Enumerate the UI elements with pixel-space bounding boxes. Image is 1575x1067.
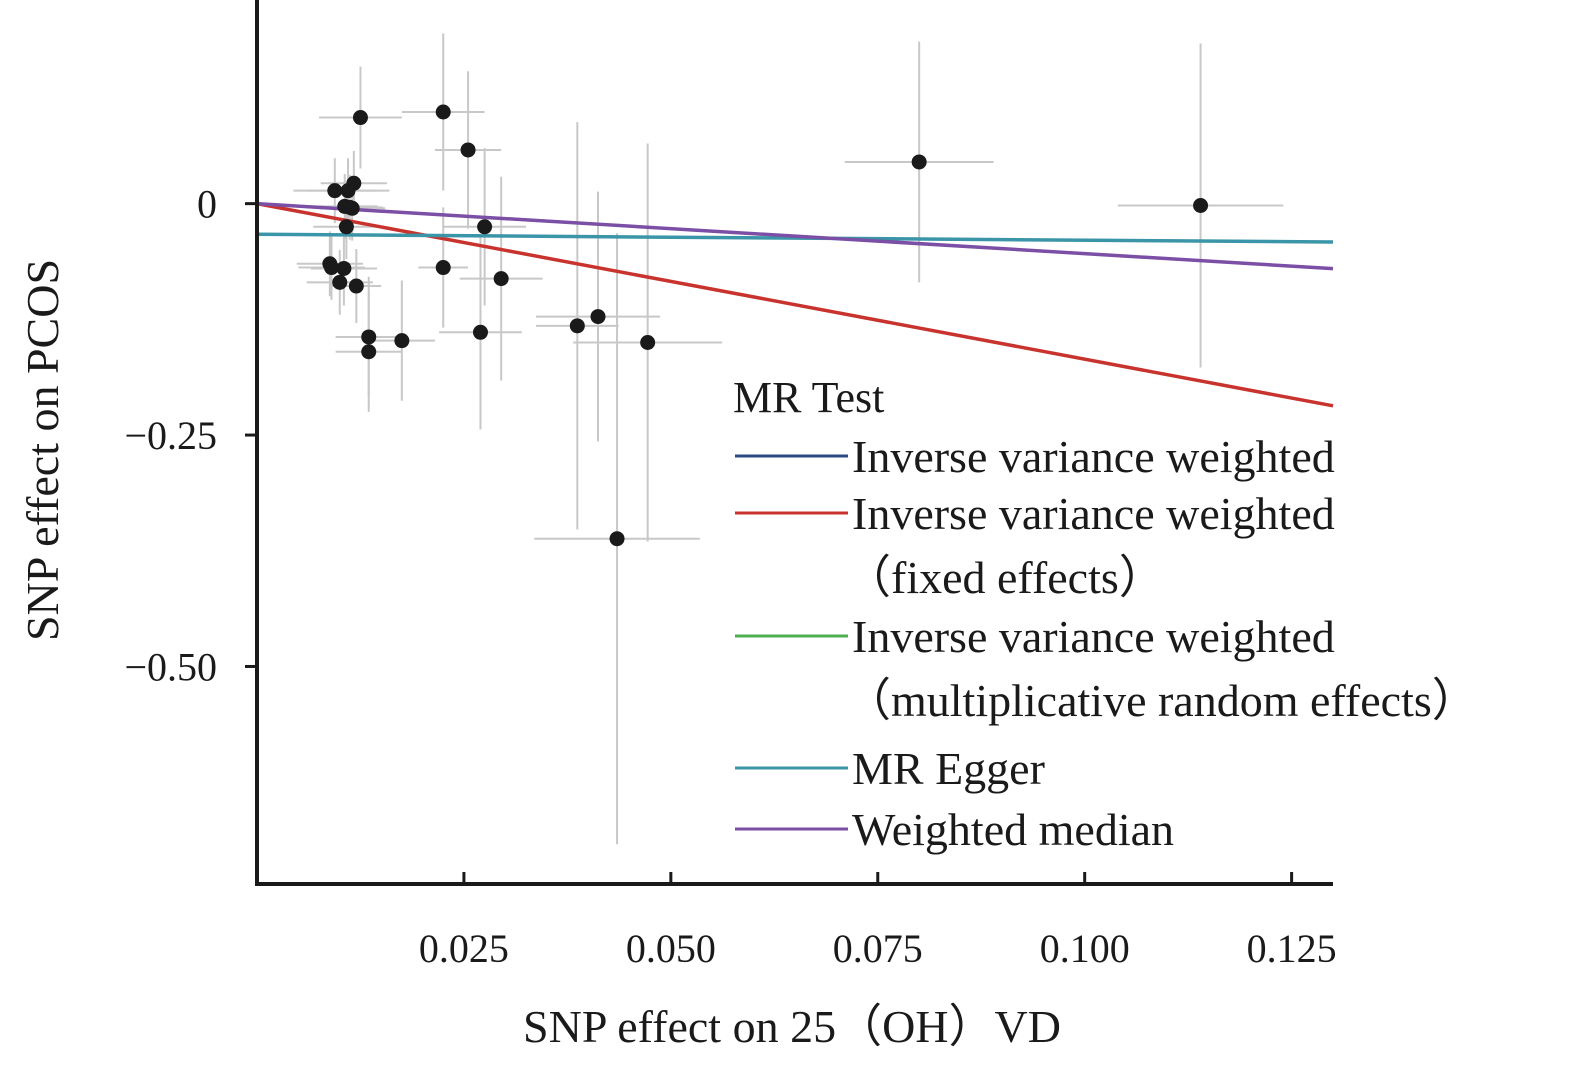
data-point-11: [348, 278, 364, 294]
data-point-26: [911, 154, 927, 170]
data-point-19: [472, 324, 488, 340]
ticks: 0.025 0.050 0.075 0.100 0.125 0 −0.25 −0.50: [124, 182, 1336, 971]
fit-line-1: [256, 201, 1334, 408]
x-tick-label-3: 0.100: [1040, 926, 1130, 971]
data-point-10: [346, 175, 362, 191]
data-point-25: [640, 334, 656, 350]
data-point-24: [609, 531, 625, 547]
legend-label-line: Inverse variance weighted: [852, 431, 1335, 482]
y-tick-label-1: −0.25: [124, 413, 217, 458]
data-point-23: [590, 309, 606, 325]
x-tick-label-0: 0.025: [419, 926, 509, 971]
legend-label-line: Inverse variance weighted: [852, 611, 1335, 662]
legend-label-3: MR Egger: [852, 743, 1045, 794]
legend: MR Test Inverse variance weightedInverse…: [733, 373, 1478, 855]
x-axis-label: SNP effect on 25（OH）VD: [523, 1001, 1061, 1052]
y-axis-label: SNP effect on PCOS: [17, 259, 68, 641]
y-tick-label-2: −0.50: [124, 644, 217, 689]
data-point-22: [569, 318, 585, 334]
legend-label-line: Inverse variance weighted: [852, 488, 1335, 539]
legend-label-line: （multiplicative random effects）: [845, 675, 1478, 726]
data-point-3: [332, 274, 348, 290]
data-point-16: [435, 104, 451, 120]
legend-label-line: Weighted median: [852, 804, 1174, 855]
data-point-17: [435, 260, 451, 276]
data-point-15: [394, 333, 410, 349]
x-tick-label-2: 0.075: [833, 926, 923, 971]
data-point-21: [493, 271, 509, 287]
legend-label-0: Inverse variance weighted: [852, 431, 1335, 482]
legend-label-2: Inverse variance weighted （multiplicative…: [845, 611, 1478, 726]
legend-label-4: Weighted median: [852, 804, 1174, 855]
data-point-2: [327, 183, 343, 199]
x-tick-label-4: 0.125: [1247, 926, 1337, 971]
y-tick-label-0: 0: [197, 182, 217, 227]
fit-lines: [256, 201, 1334, 408]
axes: [255, 0, 1333, 886]
legend-label-1: Inverse variance weighted （fixed effects）: [845, 488, 1335, 603]
data-point-20: [477, 219, 493, 235]
data-points: [322, 104, 1209, 547]
legend-title: MR Test: [733, 373, 884, 422]
legend-label-line: （fixed effects）: [845, 552, 1165, 603]
data-point-12: [352, 110, 368, 126]
fit-line-4: [256, 201, 1334, 271]
legend-label-line: MR Egger: [852, 743, 1045, 794]
data-point-1: [323, 260, 339, 276]
fit-line-3: [256, 232, 1334, 244]
data-point-6: [338, 219, 354, 235]
data-point-27: [1193, 197, 1209, 213]
data-point-4: [336, 260, 352, 276]
data-point-14: [361, 344, 377, 360]
data-point-18: [460, 142, 476, 158]
data-point-13: [361, 329, 377, 345]
data-point-9: [344, 200, 360, 216]
x-tick-label-1: 0.050: [626, 926, 716, 971]
